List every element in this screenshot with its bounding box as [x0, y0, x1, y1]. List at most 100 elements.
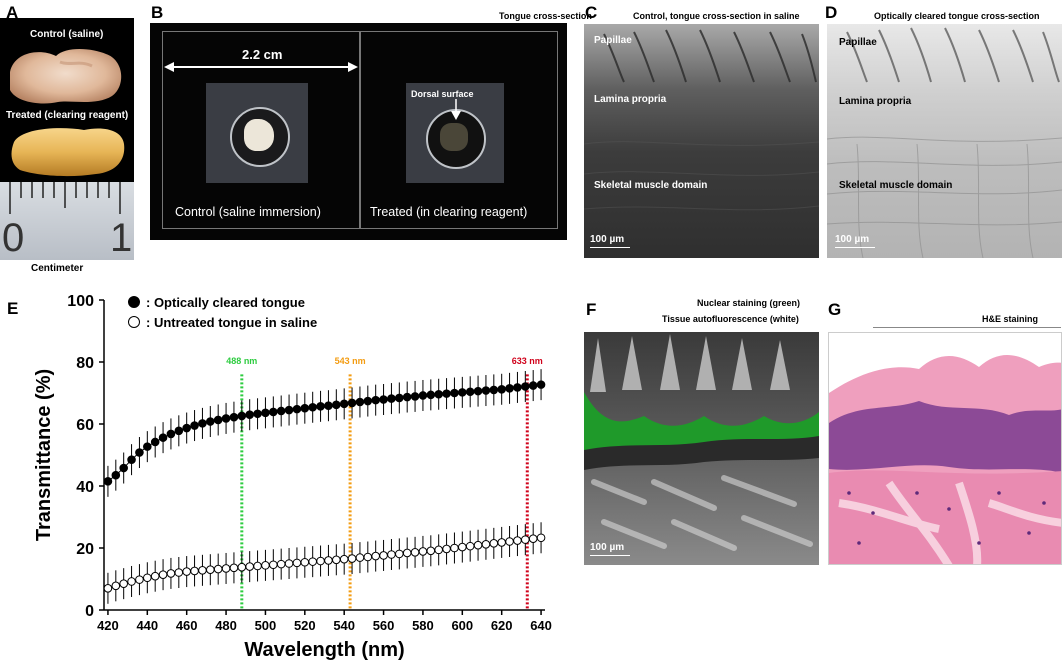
x-tick-label: 540 [333, 618, 355, 633]
x-tick-label: 620 [491, 618, 513, 633]
treated-coverslip [406, 83, 504, 183]
saline-data-point [513, 536, 522, 545]
saline-data-point [324, 556, 333, 565]
panel-c-title: Control, tongue cross-section in saline [633, 11, 800, 21]
cleared-data-point [363, 396, 373, 406]
y-tick-label: 60 [76, 417, 94, 434]
saline-data-point [213, 564, 223, 574]
saline-data-point [442, 544, 451, 554]
cleared-data-point [339, 399, 349, 409]
cleared-data-point [174, 426, 184, 436]
saline-data-point [332, 555, 341, 565]
cleared-data-point [127, 455, 136, 464]
saline-data-point [284, 559, 294, 568]
cleared-data-point [221, 414, 231, 423]
saline-data-point [182, 567, 191, 576]
marker-label-488: 488 nm [226, 356, 257, 366]
cleared-data-point [190, 421, 199, 430]
saline-data-point [166, 569, 176, 578]
transmittance-chart: 0 20 40 60 80 100 420 440 460 480 500 520 540 560 580 6… [33, 293, 552, 660]
saline-data-point [261, 561, 270, 570]
cleared-data-point [269, 407, 278, 417]
saline-data-point [237, 562, 247, 572]
saline-data-point [229, 563, 239, 573]
saline-data-point [371, 551, 380, 561]
cleared-data-point [450, 388, 459, 398]
saline-data-point [127, 577, 136, 586]
cleared-data-point [347, 398, 357, 408]
ruler-number-0: 0 [2, 216, 25, 260]
saline-data-point [190, 566, 199, 576]
saline-data-point [379, 551, 388, 560]
panel-b-title: Tongue cross-section [499, 11, 592, 21]
y-tick-label: 100 [67, 293, 94, 310]
saline-data-point [119, 579, 128, 588]
cleared-data-point [300, 403, 310, 413]
y-tick-label: 40 [76, 479, 94, 496]
saline-data-point [300, 557, 310, 567]
cleared-data-point [213, 415, 223, 425]
ruler: 0 1 [0, 182, 134, 260]
cleared-data-point [332, 400, 341, 410]
centimeter-label: Centimeter [31, 263, 84, 274]
saline-data-point [395, 549, 404, 559]
panel-c-micrograph: Papillae Lamina propria Skeletal muscle … [584, 24, 819, 258]
f-scale-bar [590, 555, 630, 556]
saline-data-point [410, 548, 420, 557]
cleared-data-point [458, 388, 467, 397]
saline-data-point [458, 542, 467, 552]
legend-marker-0 [128, 296, 140, 308]
cleared-data-point [253, 409, 262, 419]
cleared-data-point [513, 383, 522, 392]
x-tick-label: 440 [136, 618, 158, 633]
cleared-data-point [395, 393, 404, 403]
panel-g-micrograph [828, 332, 1062, 565]
cleared-data-point [166, 429, 176, 439]
cleared-data-point [442, 389, 451, 398]
x-tick-label: 480 [215, 618, 237, 633]
saline-data-point [158, 570, 168, 579]
y-tick-label: 20 [76, 541, 94, 558]
panel-b-photo: 2.2 cm Dorsal surface Control (saline im… [150, 23, 567, 240]
panel-f-title-line2: Tissue autofluorescence (white) [662, 314, 799, 324]
cleared-data-point [536, 380, 546, 389]
cleared-data-point [237, 411, 247, 421]
saline-data-point [418, 547, 428, 556]
x-tick-label: 520 [294, 618, 316, 633]
saline-data-point [198, 566, 207, 575]
cleared-data-point [528, 381, 538, 390]
cleared-data-point [103, 477, 113, 486]
cleared-data-point [245, 410, 254, 419]
panel-a-photo: Control (saline) Treated (clearing reage… [0, 18, 134, 260]
cleared-tongue-sample [11, 128, 125, 177]
panel-letter-c: C [585, 3, 598, 22]
cleared-data-point [379, 395, 388, 404]
panel-letter-e: E [7, 299, 19, 318]
saline-data-point [489, 539, 499, 548]
panel-letter-f: F [586, 300, 597, 319]
d-scale-bar [835, 247, 875, 248]
control-label: Control (saline) [30, 29, 104, 40]
treated-caption: Treated (in clearing reagent) [370, 205, 528, 219]
saline-data-point [111, 581, 121, 591]
cleared-data-point [418, 391, 428, 400]
cleared-data-point [150, 437, 160, 447]
cleared-data-point [308, 402, 317, 412]
x-tick-label: 500 [255, 618, 277, 633]
cleared-data-point [521, 382, 530, 391]
x-tick-label: 580 [412, 618, 434, 633]
panel-d-title: Optically cleared tongue cross-section [874, 11, 1040, 21]
panel-letter-g: G [828, 300, 842, 319]
saline-data-point [174, 568, 184, 577]
cleared-data-point [355, 397, 365, 407]
treated-slide [360, 31, 558, 229]
d-label-papillae: Papillae [839, 37, 877, 48]
cleared-data-point [276, 406, 286, 416]
cleared-data-point [465, 387, 475, 397]
cleared-data-point [481, 386, 491, 395]
saline-data-point [355, 553, 365, 562]
saline-data-point [316, 556, 325, 566]
saline-data-point [497, 538, 506, 547]
saline-data-point [528, 534, 538, 543]
cleared-data-point [402, 392, 412, 402]
